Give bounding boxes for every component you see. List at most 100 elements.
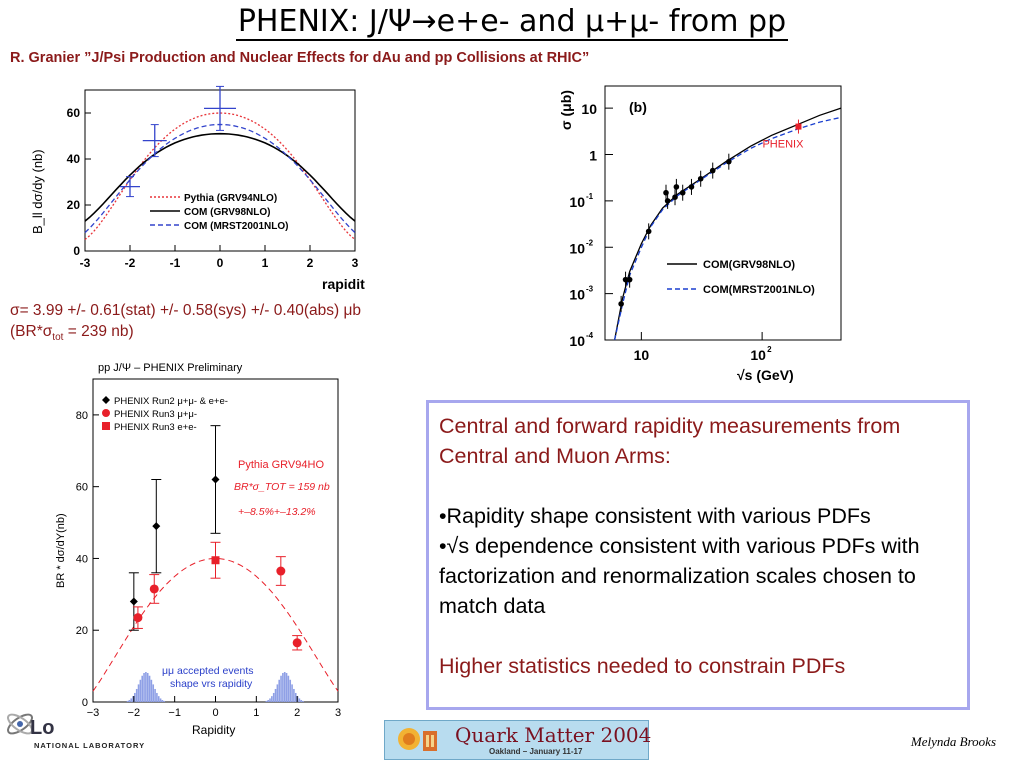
chart3-acceptance-bar — [148, 675, 151, 702]
chart3-acceptance-bar — [139, 679, 142, 702]
svg-text:PHENIX: PHENIX — [762, 139, 804, 151]
chart3-acceptance-bar — [159, 698, 162, 702]
chart3-ytick-label: 20 — [76, 625, 88, 637]
chart3-xtick-label: 0 — [212, 707, 218, 719]
chart3-acceptance-bar — [269, 698, 271, 702]
slide-title: PHENIX: J/Ψ→e+e- and μ+μ- from pp — [235, 4, 789, 41]
phenix-preliminary-chart: −3 −2 −1 0 1 2 3 0 20 40 60 80 PHENIX Run2 μ+μ- & e… — [55, 362, 341, 737]
chart3-acceptance-bar — [141, 675, 144, 702]
svg-text:PHENIX Run2 μ+μ- & e+e-: PHENIX Run2 μ+μ- & e+e- — [114, 396, 228, 407]
author-name: Melynda Brooks — [910, 734, 996, 749]
chart1-xlabel: rapidity — [322, 276, 365, 292]
sigma-line-2: (BR*σtot = 239 nb) — [10, 323, 134, 344]
sigma-line-1: σ= 3.99 +/- 0.61(stat) +/- 0.58(sys) +/-… — [10, 302, 362, 319]
chart3-ytick-label: 40 — [76, 553, 88, 565]
chart2-data-point — [645, 223, 652, 240]
chart3-acceptance-bar — [287, 675, 290, 702]
chart2-data-point — [688, 178, 695, 195]
slide-subtitle: R. Granier ”J/Psi Production and Nuclear… — [10, 50, 590, 66]
svg-text:COM (GRV98NLO): COM (GRV98NLO) — [184, 207, 271, 218]
chart3-acceptance-bar — [137, 684, 140, 702]
chart3-acceptance-bar — [294, 692, 297, 702]
chart3-acceptance-bar — [285, 672, 288, 702]
svg-text:Pythia (GRV94NLO): Pythia (GRV94NLO) — [184, 193, 277, 204]
chart3-ytick-label: 0 — [82, 697, 88, 709]
chart2-ytick-label: 1 — [589, 148, 597, 164]
chart3-legend-entry: PHENIX Run3 e+e- — [102, 422, 197, 433]
chart3-acceptance-bar — [298, 698, 301, 702]
chart1-xtick-label: -3 — [80, 256, 91, 270]
svg-text:-4: -4 — [586, 331, 594, 340]
chart2-data-point — [618, 295, 624, 312]
chart3-acceptance-bar — [289, 679, 292, 702]
chart2-ytick-label: 10 — [581, 101, 597, 117]
chart3-ylabel: BR * dσ/dY(nb) — [55, 513, 67, 588]
chart3-acceptance-bar — [276, 684, 279, 702]
svg-text:COM(MRST2001NLO): COM(MRST2001NLO) — [703, 284, 815, 296]
conference-subtitle: Oakland – January 11-17 — [489, 747, 583, 756]
chart1-data-point — [142, 124, 167, 158]
chart3-acceptance-bar — [280, 675, 282, 702]
chart2-phenix-point: PHENIX — [762, 119, 804, 151]
chart1-data-point — [204, 85, 236, 131]
chart1-xtick-label: 1 — [262, 256, 269, 270]
chart3-acceptance-bar — [265, 700, 268, 702]
chart3-legend-entry: PHENIX Run3 μ+μ- — [102, 409, 197, 420]
svg-text:10: 10 — [569, 194, 585, 210]
chart3-acceptance-bar — [278, 679, 281, 702]
chart3-legend-entry: PHENIX Run2 μ+μ- & e+e- — [102, 396, 228, 407]
chart1-legend-entry: Pythia (GRV94NLO) — [150, 193, 277, 204]
chart2-ytick-label: 10 -4 — [569, 331, 593, 349]
chart1-xtick-label: 3 — [352, 256, 359, 270]
chart3-data-point — [210, 425, 221, 534]
chart3-xtick-label: −3 — [87, 707, 100, 719]
chart3-acceptance-bar — [126, 700, 129, 702]
chart3-acceptance-bar — [156, 692, 158, 702]
chart1-ytick-label: 40 — [67, 152, 81, 166]
summary-bullet-1: •Rapidity shape consistent with various … — [439, 504, 871, 528]
chart1-ytick-label: 0 — [73, 244, 80, 258]
chart1-xtick-label: -1 — [170, 256, 181, 270]
chart3-acceptance-bar — [302, 700, 304, 702]
svg-text:-3: -3 — [586, 285, 594, 294]
chart2-legend-entry: COM(MRST2001NLO) — [667, 284, 815, 296]
chart3-data-point — [275, 556, 286, 586]
chart3-acceptance-bar — [267, 699, 269, 702]
chart3-acceptance-bar — [128, 699, 131, 702]
conference-logo-icon — [398, 728, 437, 751]
chart3-acceptance-bar — [272, 692, 275, 702]
svg-text:10: 10 — [750, 347, 766, 363]
svg-text:10: 10 — [569, 333, 585, 349]
chart3-xtick-label: −2 — [128, 707, 141, 719]
chart3-xlabel: Rapidity — [192, 723, 235, 737]
chart1-ytick-label: 20 — [67, 198, 81, 212]
chart2-data-point — [622, 271, 629, 288]
summary-conclusion: Higher statistics needed to constrain PD… — [439, 654, 846, 678]
chart2-ytick-label: 10 -1 — [569, 192, 593, 210]
chart2-xtick-label: 10 — [634, 347, 650, 363]
chart2-ytick-label: 10 -3 — [569, 285, 593, 303]
chart2-data-point — [679, 184, 686, 201]
chart3-acceptance-bar — [134, 692, 136, 702]
svg-text:10: 10 — [569, 287, 585, 303]
chart3-acceptance-bar — [163, 700, 166, 702]
chart3-acceptance-bar — [135, 688, 138, 702]
chart2-panel-label: (b) — [629, 99, 647, 115]
svg-text:10: 10 — [581, 101, 597, 117]
rapidity-chart: -3 -2 -1 0 1 2 3 0 20 40 60 Pythia (GRV94NLO) COM (… — [30, 85, 365, 292]
chart2-data-point — [673, 178, 680, 195]
svg-text:2: 2 — [767, 345, 772, 354]
chart1-xtick-label: -2 — [125, 256, 136, 270]
cross-section-text: σ= 3.99 +/- 0.61(stat) +/- 0.58(sys) +/-… — [10, 300, 361, 348]
chart2-data-point — [672, 189, 678, 206]
chart2-xlabel: √s (GeV) — [737, 367, 794, 383]
summary-intro: Central and forward rapidity measurement… — [439, 414, 901, 468]
chart3-title: pp J/Ψ – PHENIX Preliminary — [98, 362, 243, 374]
chart3-acceptance-bar — [300, 699, 303, 702]
lab-logo-icon — [7, 713, 33, 735]
svg-text:10: 10 — [634, 347, 650, 363]
chart3-acceptance-bar — [274, 688, 277, 702]
chart3-data-point — [132, 606, 143, 629]
chart3-acceptance-bar — [157, 696, 160, 702]
